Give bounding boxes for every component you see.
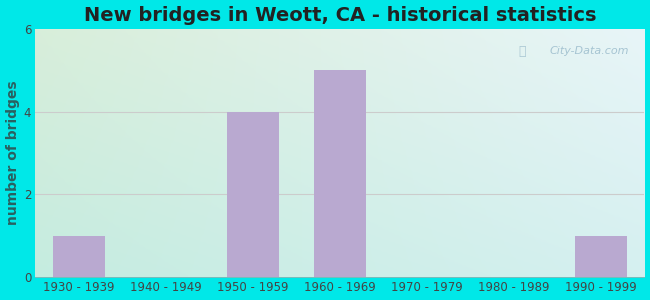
- Bar: [575, 236, 627, 277]
- Title: New bridges in Weott, CA - historical statistics: New bridges in Weott, CA - historical st…: [84, 6, 596, 25]
- Text: City-Data.com: City-Data.com: [550, 46, 629, 56]
- Text: ⌕: ⌕: [518, 45, 526, 58]
- Bar: [314, 70, 366, 277]
- Bar: [227, 112, 279, 277]
- Y-axis label: number of bridges: number of bridges: [6, 81, 20, 225]
- Bar: [53, 236, 105, 277]
